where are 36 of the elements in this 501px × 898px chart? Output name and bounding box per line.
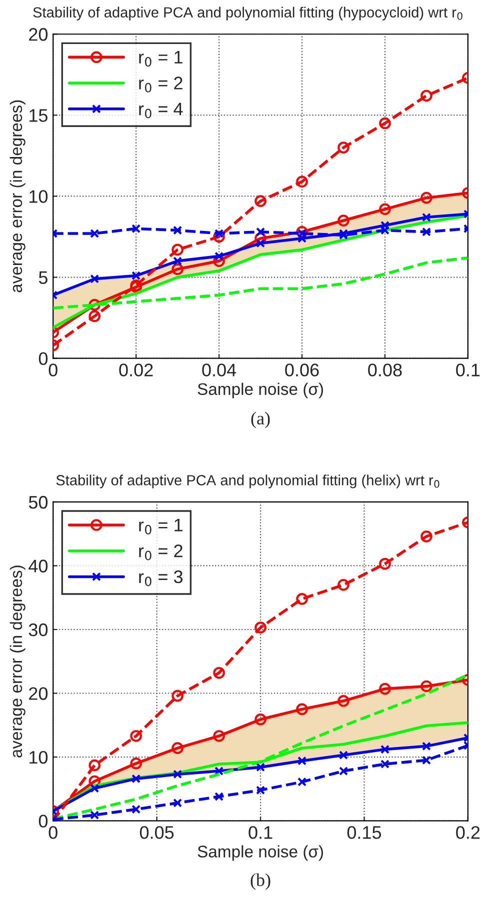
legend-label: r$_{0}$ = 1 [139,518,182,534]
x-tick-label: 0 [48,364,58,376]
y-tick-label: 0 [38,814,48,828]
y-tick-label: 15 [30,109,48,122]
x-tick-label: 0.08 [368,364,402,376]
x-axis-title: Sample noise (σ) [198,845,323,861]
x-tick-label: 0.05 [140,826,174,839]
y-axis-title: average error (in degrees) [10,100,26,292]
y-tick-label: 50 [28,496,48,509]
x-tick-label: 0.1 [456,364,480,376]
legend-label: r$_{0}$ = 4 [139,102,183,118]
y-tick-label: 40 [28,560,48,572]
y-tick-label: 20 [29,687,48,700]
text: (a) [251,412,270,428]
x-tick-label: 0 [48,826,58,839]
chart-title: Stability of adaptive PCA and polynomial fitting (hypocycloid) wrt r$_{0}$ [33,6,462,20]
y-axis-title: average error (in degrees) [10,566,26,758]
x-tick-label: 0.1 [248,826,272,839]
y-tick-label: 30 [28,623,48,636]
x-tick-label: 0.06 [285,364,319,376]
text: (b) [250,873,270,890]
legend-label: r$_{0}$ = 3 [139,570,183,586]
y-tick-label: 5 [38,271,48,284]
x-axis-title: Sample noise (σ) [198,382,323,398]
chart-title: Stability of adaptive PCA and polynomial fitting (helix) wrt r$_{0}$ [56,474,440,488]
y-tick-label: 10 [30,750,48,764]
x-tick-label: 0.04 [202,364,236,376]
y-tick-label: 10 [30,190,48,203]
x-tick-label: 0.2 [456,826,480,839]
x-tick-label: 0.02 [119,364,153,376]
y-tick-label: 20 [29,28,48,41]
legend-label: r$_{0}$ = 2 [139,76,182,92]
legend-label: r$_{0}$ = 2 [139,544,182,560]
legend-label: r$_{0}$ = 1 [139,51,182,67]
x-tick-label: 0.15 [347,826,382,839]
y-tick-label: 0 [38,352,48,366]
